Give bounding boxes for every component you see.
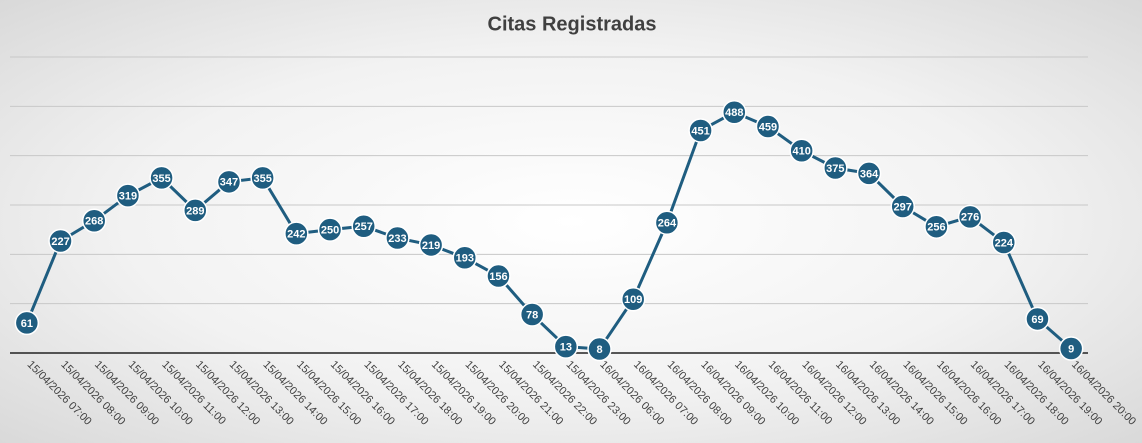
marker [284, 221, 309, 246]
data-label: 355 [152, 173, 170, 185]
marker [385, 225, 410, 251]
marker [755, 114, 781, 139]
data-label: 242 [287, 229, 305, 241]
marker [688, 118, 713, 143]
data-label: 8 [596, 344, 602, 356]
data-label: 227 [51, 236, 69, 248]
marker [587, 336, 612, 362]
data-label: 297 [894, 201, 912, 213]
marker [1058, 336, 1084, 361]
marker [183, 198, 208, 223]
data-label: 410 [792, 146, 810, 158]
data-label: 289 [186, 205, 204, 217]
data-label: 459 [759, 121, 777, 133]
marker [1025, 306, 1050, 332]
data-label: 268 [85, 216, 103, 228]
marker [317, 217, 343, 242]
marker [991, 230, 1017, 255]
chart-title: Citas Registradas [488, 13, 657, 35]
marker [654, 210, 680, 236]
data-label: 355 [253, 173, 271, 185]
marker [519, 302, 545, 327]
marker [81, 208, 107, 234]
data-label: 233 [388, 233, 406, 245]
line [25, 110, 1073, 351]
data-label: 109 [624, 294, 642, 306]
data-label: 451 [691, 125, 709, 137]
marker [620, 286, 646, 312]
data-label: 78 [526, 309, 538, 321]
marker [722, 100, 747, 125]
data-label: 13 [560, 341, 572, 353]
marker [351, 213, 376, 239]
data-label: 193 [456, 253, 474, 265]
data-label: 488 [725, 107, 743, 119]
data-label: 156 [489, 271, 507, 283]
marker [890, 194, 915, 219]
marker [14, 310, 40, 336]
marker [486, 263, 511, 289]
marker [115, 183, 141, 208]
marker [48, 228, 73, 254]
marker [856, 161, 882, 186]
data-label: 9 [1068, 343, 1074, 355]
data-label: 364 [860, 168, 879, 180]
marker [553, 334, 579, 359]
data-label: 347 [220, 177, 238, 189]
marker [216, 169, 242, 195]
data-label: 256 [927, 222, 945, 234]
data-label: 250 [321, 225, 339, 237]
data-label: 375 [826, 163, 844, 175]
marker [452, 245, 478, 271]
marker [823, 155, 848, 181]
marker [957, 204, 983, 230]
marker [250, 165, 275, 191]
data-label: 219 [422, 240, 440, 252]
data-label: 257 [355, 221, 373, 233]
marker [789, 138, 814, 163]
data-label: 69 [1031, 314, 1043, 326]
x-tick-label: 15/04/2026 07:00 [25, 359, 94, 428]
data-label: 224 [995, 237, 1014, 249]
marker [924, 214, 949, 239]
marker [149, 165, 174, 191]
data-label: 61 [21, 318, 33, 330]
data-label: 264 [658, 218, 677, 230]
data-label: 319 [119, 191, 137, 203]
data-label: 276 [961, 212, 979, 224]
marker [418, 232, 444, 258]
